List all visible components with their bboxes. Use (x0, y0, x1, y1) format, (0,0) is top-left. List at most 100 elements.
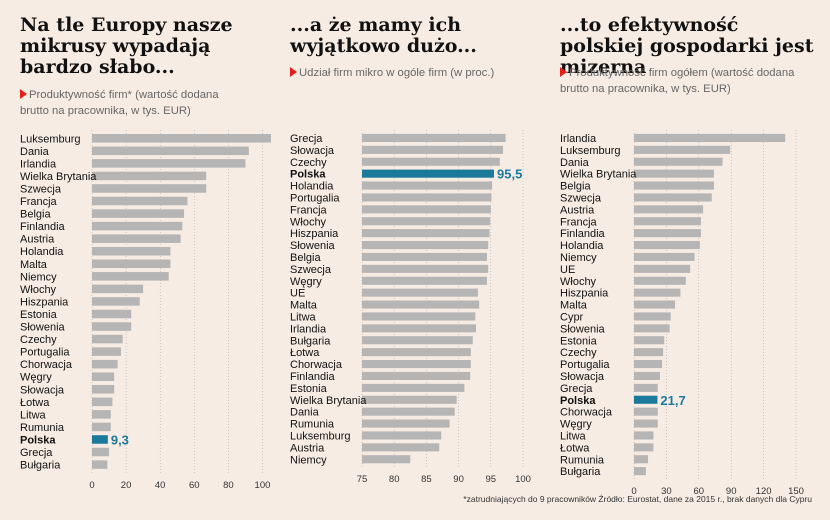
x-tick-label: 85 (421, 474, 432, 485)
category-label: Irlandia (560, 133, 597, 145)
bar (634, 193, 712, 202)
highlight-value-label: 21,7 (660, 393, 685, 408)
panel-productivity-micro: Na tle Europy nasze mikrusy wypadają bar… (20, 0, 275, 520)
panel-micro-share: ...a że mamy ich wyjątkowo dużo... Udzia… (290, 0, 545, 520)
x-tick-label: 80 (223, 480, 234, 491)
bar (362, 264, 489, 273)
category-label: Polska (20, 434, 56, 446)
category-label: UE (560, 264, 575, 276)
category-label: Grecja (20, 447, 53, 459)
category-label: Dania (560, 157, 590, 169)
bar (634, 145, 731, 154)
bar (362, 217, 491, 226)
bar (362, 276, 487, 285)
bar-highlight (92, 435, 108, 444)
bar (362, 336, 473, 345)
category-label: Szwecja (20, 183, 62, 195)
bar (362, 383, 465, 392)
bar (634, 383, 658, 392)
category-label: Bułgaria (20, 460, 61, 472)
bar (634, 241, 700, 250)
bar (92, 196, 188, 206)
bar (92, 146, 249, 156)
category-label: Finlandia (20, 221, 66, 233)
bar (362, 443, 440, 452)
category-label: Malta (560, 300, 588, 312)
category-label: Dania (20, 146, 50, 158)
category-label: Wielka Brytania (20, 171, 97, 183)
bar (92, 422, 111, 432)
category-label: Litwa (560, 430, 587, 442)
category-label: Słowacja (560, 371, 605, 383)
bar (634, 455, 649, 464)
category-label: Francja (20, 196, 58, 208)
category-label: Austria (290, 442, 325, 454)
panel-productivity-total: ...to efektywność polskiej gospodarki je… (560, 0, 815, 520)
bar (634, 324, 670, 333)
category-label: Słowenia (290, 240, 336, 252)
category-label: Luksemburg (20, 133, 81, 145)
category-label: Bułgaria (560, 466, 601, 478)
bar (634, 360, 663, 369)
category-label: Dania (290, 407, 320, 419)
category-label: Węgry (20, 372, 52, 384)
category-label: Łotwa (290, 347, 320, 359)
panel-title: ...a że mamy ich wyjątkowo dużo... (290, 14, 477, 57)
category-label: Chorwacja (560, 407, 613, 419)
category-label: Estonia (290, 383, 328, 395)
category-label: Finlandia (290, 371, 336, 383)
bar (634, 205, 704, 214)
bar (362, 407, 455, 416)
x-tick-label: 0 (631, 486, 636, 497)
category-label: Słowenia (560, 323, 606, 335)
category-label: Malta (290, 300, 318, 312)
bar (634, 133, 786, 142)
bar (92, 297, 140, 306)
bar (92, 259, 171, 269)
x-tick-label: 95 (486, 474, 497, 485)
category-label: Hiszpania (560, 288, 609, 300)
bar (634, 229, 701, 238)
x-tick-label: 20 (121, 480, 132, 491)
category-label: Polska (290, 169, 326, 181)
bar (92, 209, 185, 218)
bar (92, 272, 169, 281)
x-tick-label: 0 (89, 480, 94, 491)
bar-highlight (362, 169, 495, 178)
bar (362, 229, 490, 238)
highlight-value-label: 95,5 (497, 167, 522, 182)
bar (362, 360, 471, 369)
category-label: Słowacja (290, 145, 335, 157)
bar (634, 348, 664, 357)
bar (92, 447, 110, 457)
chart-productivity-micro: 0 20 40 60 80 100 LuksemburgDaniaIrlandiaWielk… (20, 130, 271, 491)
category-label: Hiszpania (290, 228, 339, 240)
bar (634, 312, 671, 321)
category-label: Estonia (20, 309, 58, 321)
category-label: Rumunia (560, 454, 605, 466)
bar (362, 324, 476, 333)
bar (362, 181, 493, 190)
bar-highlight (634, 395, 658, 404)
bar (92, 159, 246, 168)
category-label: Holandia (560, 240, 604, 252)
bar (634, 217, 701, 226)
category-label: Czechy (20, 334, 57, 346)
bar (634, 252, 695, 261)
bar (362, 252, 487, 261)
bar (92, 284, 144, 294)
category-label: Belgia (20, 209, 51, 221)
category-label: Wielka Brytania (290, 395, 367, 407)
category-label: Luksemburg (560, 145, 621, 157)
category-label: Belgia (560, 181, 591, 193)
bar (92, 322, 132, 331)
panel-title: ...to efektywność polskiej gospodarki je… (560, 14, 814, 78)
category-label: Słowacja (20, 384, 65, 396)
category-label: Malta (20, 259, 48, 271)
bar (362, 455, 411, 464)
x-tick-label: 60 (694, 486, 705, 497)
bar (362, 395, 457, 404)
category-label: Włochy (290, 216, 327, 228)
category-label: Litwa (20, 409, 47, 421)
bar (362, 288, 478, 297)
